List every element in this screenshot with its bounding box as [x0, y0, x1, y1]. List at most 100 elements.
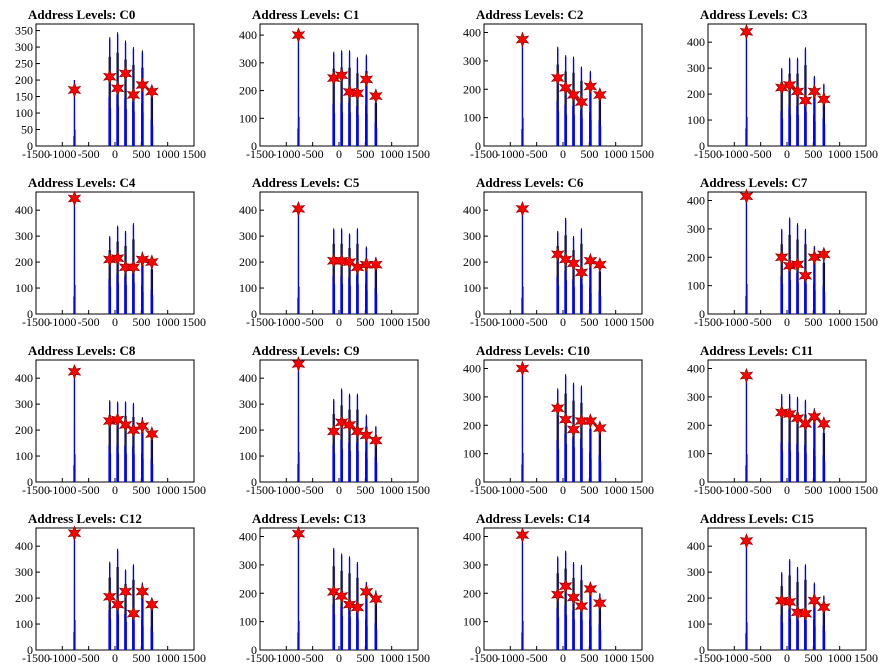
chart-panel-8: Address Levels: C8 0 100 200 300 400 -1500-100… [15, 343, 206, 497]
chart-panel-1: Address Levels: C1 0 100 200 300 400 -1500-100… [239, 7, 430, 161]
x-tick-label: -1000 [48, 483, 76, 497]
y-tick-label: 200 [239, 423, 257, 437]
chart-panel-14: Address Levels: C14 0 100 200 300 400 -1500-10… [463, 511, 654, 665]
x-tick-label: -1500 [470, 651, 498, 665]
chart-panel-9: Address Levels: C9 0 100 200 300 400 -1500-100… [239, 343, 430, 497]
plot-frame [707, 527, 867, 651]
peak-marker [593, 420, 607, 436]
x-tick-label: 0 [112, 147, 118, 161]
y-tick-label: 200 [15, 423, 33, 437]
peak-marker [350, 423, 365, 440]
y-tick-label: 300 [463, 229, 481, 243]
y-tick-label: 100 [463, 615, 481, 629]
peak-marker [110, 250, 125, 267]
peak-marker [807, 592, 822, 609]
x-tick-label: 1000 [604, 147, 628, 161]
x-tick-label: 1000 [156, 147, 180, 161]
x-tick-label: -1000 [48, 315, 76, 329]
x-tick-label: -500 [302, 651, 324, 665]
x-tick-label: 1500 [630, 651, 654, 665]
peak-marker [135, 77, 150, 93]
x-tick-label: 0 [784, 315, 790, 329]
peak-marker [342, 596, 357, 613]
chart-title: Address Levels: C0 [28, 7, 135, 22]
peak-marker [350, 599, 365, 616]
x-tick-label: 1000 [828, 651, 852, 665]
y-tick-label: 0 [475, 475, 481, 489]
peak-marker [135, 418, 150, 435]
x-tick-label: -500 [750, 147, 772, 161]
peak-marker [566, 589, 581, 606]
x-tick-label: 0 [336, 147, 342, 161]
x-tick-label: 500 [356, 651, 374, 665]
peak-marker [291, 201, 306, 217]
peak-marker [145, 254, 159, 270]
x-tick-label: -1000 [720, 147, 748, 161]
x-tick-label: 1000 [604, 483, 628, 497]
peak-marker [342, 84, 357, 100]
y-tick-label: 300 [15, 397, 33, 411]
peak-marker [817, 246, 831, 263]
peak-marker [790, 83, 805, 100]
chart-title: Address Levels: C10 [476, 343, 590, 358]
y-tick-label: 0 [251, 139, 257, 153]
x-tick-label: -500 [750, 483, 772, 497]
peak-marker [118, 417, 133, 433]
peak-marker [110, 80, 125, 97]
x-tick-label: -1000 [272, 483, 300, 497]
x-tick-label: 1500 [406, 315, 430, 329]
y-tick-label: 0 [699, 139, 705, 153]
x-tick-label: 0 [784, 483, 790, 497]
y-tick-label: 300 [239, 229, 257, 243]
peak-marker [798, 92, 813, 109]
x-tick-label: 500 [132, 147, 150, 161]
chart-title: Address Levels: C9 [252, 343, 360, 358]
peak-marker [326, 583, 341, 600]
chart-title: Address Levels: C13 [252, 511, 366, 526]
y-tick-label: 100 [687, 113, 705, 127]
peak-marker [558, 79, 573, 96]
y-tick-label: 200 [463, 418, 481, 432]
x-tick-label: 1500 [182, 483, 206, 497]
x-tick-label: 500 [356, 147, 374, 161]
x-tick-label: 1000 [380, 315, 404, 329]
peak-marker [550, 70, 565, 86]
x-tick-label: 1500 [406, 651, 430, 665]
peak-marker [782, 406, 797, 422]
x-tick-label: 1500 [182, 147, 206, 161]
y-tick-label: 200 [239, 255, 257, 269]
peak-marker [807, 408, 822, 425]
peak-marker [369, 88, 383, 104]
y-tick-label: 0 [27, 139, 33, 153]
peak-marker [574, 264, 589, 281]
peak-marker [326, 423, 341, 440]
x-tick-label: -1000 [496, 315, 524, 329]
y-tick-label: 400 [15, 371, 33, 385]
chart-panel-2: Address Levels: C2 0 100 200 300 400 -1500-100… [463, 7, 654, 161]
x-tick-label: 1000 [380, 483, 404, 497]
x-tick-label: 500 [580, 147, 598, 161]
chart-title: Address Levels: C5 [252, 175, 360, 190]
peak-marker [558, 411, 573, 428]
x-tick-label: -1000 [48, 147, 76, 161]
x-tick-label: -1500 [694, 651, 722, 665]
y-tick-label: 100 [15, 617, 33, 631]
y-tick-label: 200 [687, 250, 705, 264]
x-tick-label: 0 [112, 651, 118, 665]
y-tick-label: 200 [15, 73, 33, 87]
y-tick-label: 100 [463, 447, 481, 461]
x-tick-label: -1000 [272, 147, 300, 161]
x-tick-label: -1500 [246, 483, 274, 497]
plot-frame [707, 191, 867, 315]
peak-marker [135, 583, 150, 600]
y-tick-label: 300 [463, 390, 481, 404]
peak-marker [782, 77, 797, 93]
x-tick-label: -500 [78, 147, 100, 161]
x-tick-label: -500 [526, 483, 548, 497]
y-tick-label: 300 [687, 222, 705, 236]
y-tick-label: 100 [463, 281, 481, 295]
peak-marker [369, 591, 383, 607]
x-tick-label: 0 [112, 315, 118, 329]
y-tick-label: 200 [463, 82, 481, 96]
y-tick-label: 300 [15, 40, 33, 54]
